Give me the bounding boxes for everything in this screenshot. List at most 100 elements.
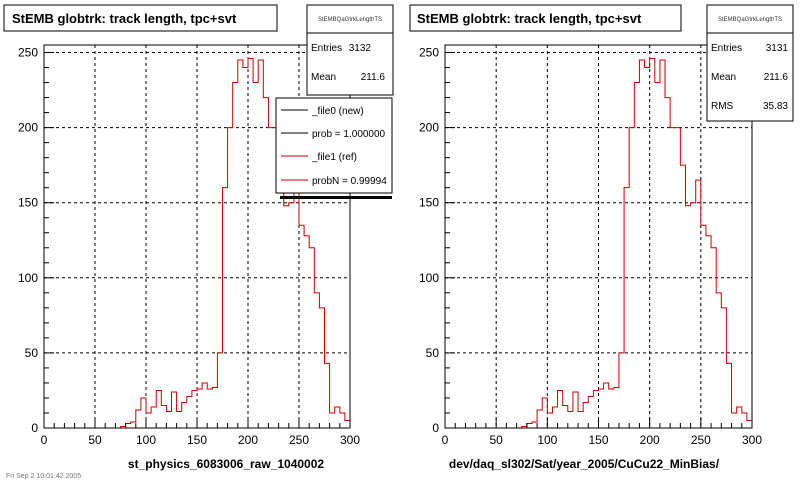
right-x-tick-label: 100	[537, 433, 557, 447]
right-stats-title: StEMBQaGtrkLengthTS	[718, 17, 782, 23]
left-hist-bin	[172, 392, 177, 428]
left-stats-mean-value: 211.6	[361, 72, 386, 83]
right-hist-bin	[614, 387, 619, 428]
left-hist-bin	[268, 128, 273, 428]
right-hist-bin	[742, 413, 747, 428]
right-hist-bin	[563, 405, 568, 428]
legend-entry-prob: prob = 1.000000	[312, 129, 386, 140]
right-hist-bin	[532, 422, 537, 428]
left-x-label: st_physics_6083006_raw_1040002	[128, 457, 324, 471]
left-hist-bin	[166, 411, 171, 428]
left-y-tick-label: 250	[18, 46, 38, 60]
right-hist-bin	[706, 236, 711, 428]
right-hist-bin	[558, 390, 563, 428]
right-hist-bin	[609, 389, 614, 428]
right-x-tick-label: 300	[742, 433, 762, 447]
left-x-tick-label: 150	[187, 433, 207, 447]
left-hist-bin	[202, 383, 207, 428]
left-hist-bin	[335, 407, 340, 428]
left-hist-bin	[187, 396, 192, 428]
right-hist-bin	[665, 98, 670, 428]
right-histogram-panel: StEMB globtrk: track length, tpc+svt 0 50…	[409, 4, 794, 471]
right-hist-bin	[732, 413, 737, 428]
right-x-tick-label: 250	[691, 433, 711, 447]
left-hist-bin	[284, 206, 289, 428]
right-hist-bin	[696, 180, 701, 428]
right-x-tick-label: 200	[640, 433, 660, 447]
right-hist-bin	[629, 128, 634, 428]
right-hist-bin	[588, 396, 593, 428]
right-hist-bin	[650, 59, 655, 428]
left-hist-bin	[309, 248, 314, 428]
left-hist-bin	[233, 83, 238, 428]
right-x-tick-label: 0	[442, 433, 449, 447]
left-hist-bin	[177, 411, 182, 428]
right-hist-bin	[599, 389, 604, 428]
right-y-tick-label: 200	[419, 121, 439, 135]
right-hist-bin	[578, 411, 583, 428]
right-hist-bin	[691, 203, 696, 428]
left-x-tick-label: 300	[340, 433, 360, 447]
left-hist-bin	[319, 308, 324, 428]
left-hist-bin	[299, 225, 304, 428]
left-hist-bin	[131, 422, 136, 428]
right-hist-bin	[737, 407, 742, 428]
left-hist-bin	[304, 236, 309, 428]
left-y-ticks: 0 50 100 150 200 250	[18, 46, 54, 435]
left-hist-bin	[263, 98, 268, 428]
right-hist-bin	[726, 363, 731, 428]
right-y-tick-label: 150	[419, 196, 439, 210]
right-hist-bin	[701, 225, 706, 428]
right-hist-bin	[619, 353, 624, 428]
left-hist-bin	[126, 423, 131, 428]
left-hist-bin	[182, 402, 187, 428]
right-hist-bin	[747, 420, 752, 428]
left-hist-bin	[243, 68, 248, 428]
left-x-tick-label: 100	[136, 433, 156, 447]
left-stats-title: StEMBQaGtrkLengthTS	[318, 17, 382, 23]
left-hist-bin	[136, 410, 141, 428]
right-stats-rms-value: 35.83	[763, 101, 788, 112]
footer-timestamp: Fri Sep 2 10:01:42 2005	[6, 473, 81, 480]
right-title-box	[409, 4, 682, 32]
left-hist-bin	[340, 413, 345, 428]
left-hist-bin	[330, 413, 335, 428]
right-hist-bin	[537, 410, 542, 428]
right-hist-bin	[645, 68, 650, 428]
right-stats-entries-value: 3131	[766, 43, 789, 54]
left-y-tick-label: 50	[25, 346, 39, 360]
right-y-tick-label: 50	[426, 346, 440, 360]
left-hist-bin	[289, 203, 294, 428]
right-hist-bin	[542, 398, 547, 428]
right-stats-entries-label: Entries	[711, 43, 742, 54]
left-y-tick-label: 0	[31, 421, 38, 435]
right-hist-bin	[660, 60, 665, 428]
right-hist-bin	[680, 165, 685, 428]
right-hist-bin	[547, 413, 552, 428]
right-hist-bin	[573, 392, 578, 428]
right-stats-mean-label: Mean	[711, 72, 736, 83]
left-hist-bin	[248, 59, 253, 428]
right-grid	[445, 45, 752, 428]
right-hist-bin	[552, 407, 557, 428]
right-x-tick-label: 50	[489, 433, 503, 447]
right-hist-bin	[655, 83, 660, 428]
left-hist-bin	[279, 165, 284, 428]
left-hist-bin	[161, 405, 166, 428]
right-y-tick-label: 0	[432, 421, 439, 435]
right-hist-bin	[675, 128, 680, 428]
right-stats-mean-value: 211.6	[764, 72, 789, 83]
legend-entry-new: _file0 (new)	[311, 106, 364, 117]
right-hist-bin	[670, 128, 675, 428]
left-hist-bin	[228, 128, 233, 428]
right-hist-bin	[527, 423, 532, 428]
left-hist-bin	[325, 363, 330, 428]
left-hist-bin	[192, 390, 197, 428]
left-stats-box	[306, 4, 394, 96]
left-x-tick-label: 250	[289, 433, 309, 447]
left-hist-bin	[223, 188, 228, 428]
left-histogram-panel: StEMB globtrk: track length, tpc+svt 0 50…	[3, 4, 394, 471]
right-hist-bin	[634, 83, 639, 428]
left-stats-entries-value: 3132	[349, 43, 372, 54]
left-title-box	[3, 4, 278, 32]
